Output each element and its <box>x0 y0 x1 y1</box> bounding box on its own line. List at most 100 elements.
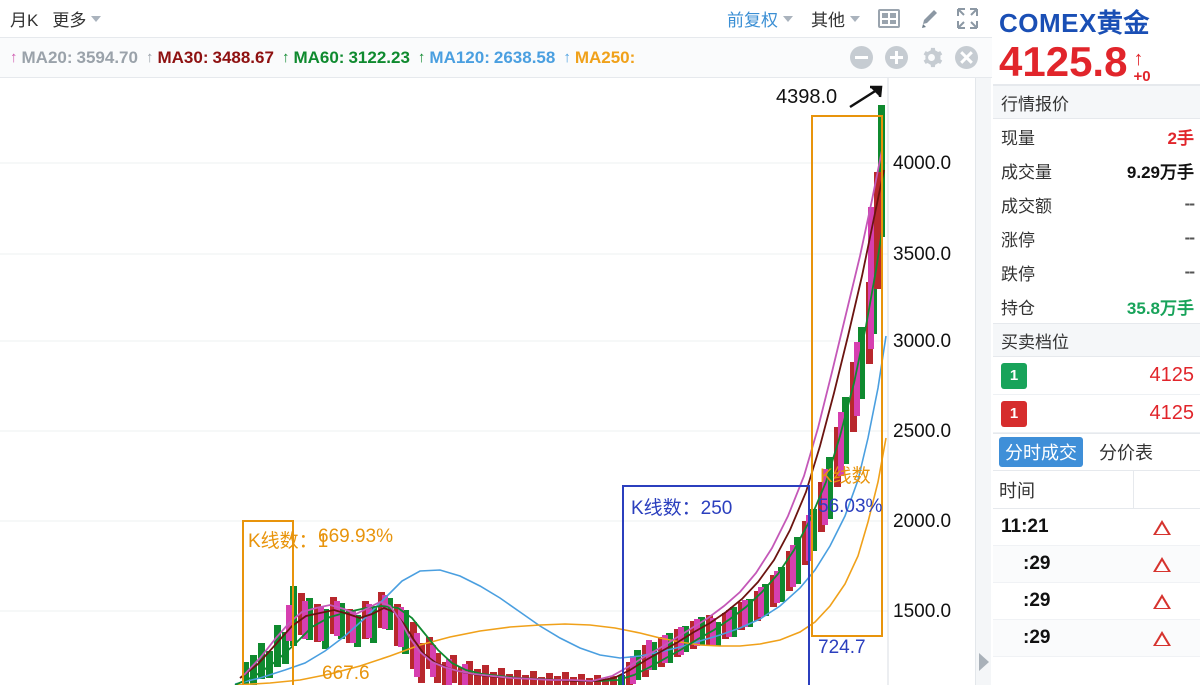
row-label: 涨停 <box>1001 230 1035 250</box>
tick-table-header: 时间 <box>993 471 1200 510</box>
tick-up-triangle-icon <box>1153 519 1171 535</box>
orange-range-box-1 <box>242 520 294 685</box>
ma20-value: 3594.70 <box>76 47 138 67</box>
ma60-value: 3122.23 <box>348 47 410 67</box>
y-tick-2500: 2500.0 <box>893 421 952 442</box>
tick-time: :29 <box>1023 590 1051 612</box>
tab-price-table[interactable]: 分价表 <box>1099 443 1153 464</box>
brush-icon[interactable] <box>918 8 939 29</box>
y-tick-3000: 3000.0 <box>893 331 952 352</box>
tick-row[interactable]: :29 <box>993 583 1200 621</box>
orange-box1-low-label: 667.6 <box>322 663 370 684</box>
orange-box1-count-label: K线数：1 <box>248 531 329 552</box>
tab-time-and-sales[interactable]: 分时成交 <box>999 437 1083 468</box>
adjust-label: 前复权 <box>727 11 778 30</box>
quote-row-limit-up: 涨停 -- <box>993 221 1200 255</box>
chart-right-strip[interactable] <box>975 78 991 685</box>
quote-row-current-volume: 现量 2手 <box>993 119 1200 153</box>
chevron-down-icon <box>850 15 860 22</box>
fullscreen-icon[interactable] <box>957 8 978 29</box>
symbol-name: COMEX黄金 <box>999 8 1150 38</box>
row-value: 9.29万手 <box>1126 162 1194 182</box>
blue-box-count-label: K线数：250 <box>631 498 733 519</box>
tick-up-triangle-icon <box>1153 593 1171 609</box>
adjust-menu[interactable]: 前复权 <box>727 6 793 31</box>
price-up-arrow-icon: ↑ <box>1133 48 1144 71</box>
collapse-panel-icon[interactable] <box>979 653 989 671</box>
blue-box-low-label: 724.7 <box>818 637 866 658</box>
bid-level-badge: 1 <box>1001 362 1027 389</box>
orange-range-box-2 <box>811 115 883 637</box>
ma250-line <box>234 437 887 685</box>
quote-row-turnover: 成交额 -- <box>993 187 1200 221</box>
tick-row[interactable]: :29 <box>993 620 1200 658</box>
orange-box2-count-label: K线数 <box>820 466 871 487</box>
y-tick-3500: 3500.0 <box>893 244 952 265</box>
tick-up-triangle-icon <box>1153 630 1171 646</box>
row-value: -- <box>1184 194 1195 214</box>
blue-box-percent-label: 56.03% <box>818 496 883 517</box>
y-tick-4000: 4000.0 <box>893 153 952 174</box>
ma20-label: MA20: <box>21 47 73 67</box>
tick-tabs: 分时成交 分价表 <box>993 433 1200 472</box>
tick-time: 11:21 <box>1001 516 1049 538</box>
grid-cell <box>882 13 888 18</box>
ma120-value: 2638.58 <box>493 47 556 67</box>
tick-time: :29 <box>1023 627 1051 649</box>
ma120-line <box>234 335 887 685</box>
row-value: -- <box>1184 262 1195 282</box>
order-book-row-bid[interactable]: 1 4125 <box>993 357 1200 396</box>
period-selector[interactable]: 月K <box>10 6 38 31</box>
tick-row[interactable]: :29 <box>993 546 1200 584</box>
tick-row[interactable]: 11:21 <box>993 509 1200 547</box>
chevron-down-icon <box>783 15 793 22</box>
last-price-row: 4125.8 ↑ +0 <box>999 38 1200 85</box>
other-label: 其他 <box>811 11 845 30</box>
chart-canvas <box>0 78 889 685</box>
row-value: 2手 <box>1167 128 1194 148</box>
quote-row-volume: 成交量 9.29万手 <box>993 153 1200 187</box>
grid-icon[interactable] <box>878 9 900 28</box>
close-circle-icon[interactable] <box>955 46 978 69</box>
last-price: 4125.8 <box>999 38 1128 85</box>
ma60-label: MA60: <box>293 47 345 67</box>
chevron-down-icon <box>91 15 102 22</box>
quote-row-limit-down: 跌停 -- <box>993 255 1200 289</box>
tick-up-triangle-icon <box>1153 556 1171 572</box>
row-value: 35.8万手 <box>1126 298 1194 318</box>
row-label: 现量 <box>1001 128 1035 148</box>
period-label: 月K <box>10 11 39 30</box>
chart-toolbar: 月K 更多 前复权 其他 <box>0 0 992 38</box>
ma-arrow-icon: ↑ <box>10 49 18 66</box>
peak-arrow-icon <box>849 85 883 109</box>
more-label: 更多 <box>52 11 87 30</box>
order-book-row-ask[interactable]: 1 4125 <box>993 395 1200 434</box>
chart-control-icons <box>850 46 992 69</box>
gridlines <box>0 162 888 612</box>
ma-arrow-icon: ↑ <box>417 49 426 66</box>
row-label: 成交额 <box>1001 196 1052 216</box>
toolbar-left-group: 月K 更多 <box>0 6 102 31</box>
peak-price-label: 4398.0 <box>776 86 838 108</box>
quote-side-panel: COMEX黄金 4125.8 ↑ +0 行情报价 现量 2手 成交量 9.29万… <box>993 0 1200 685</box>
grid-cell <box>882 19 888 24</box>
zoom-out-icon[interactable] <box>850 46 873 69</box>
quote-row-open-interest: 持仓 35.8万手 <box>993 289 1200 323</box>
quote-section-title: 行情报价 <box>993 85 1200 120</box>
toolbar-right-group: 前复权 其他 <box>727 6 992 31</box>
ma120-label: MA120: <box>429 47 490 67</box>
order-book-section-title: 买卖档位 <box>993 323 1200 358</box>
ask-price: 4125 <box>1149 402 1195 425</box>
y-tick-1500: 1500.0 <box>893 601 952 622</box>
other-menu[interactable]: 其他 <box>811 6 860 31</box>
tick-time: :29 <box>1023 553 1051 575</box>
row-label: 跌停 <box>1001 264 1035 284</box>
row-label: 成交量 <box>1001 162 1052 182</box>
zoom-in-icon[interactable] <box>885 46 908 69</box>
gear-icon[interactable] <box>920 46 943 69</box>
chart-pane: 月K 更多 前复权 其他 <box>0 0 992 685</box>
ma30-label: MA30: <box>157 47 209 67</box>
more-menu[interactable]: 更多 <box>52 6 102 31</box>
price-chart[interactable]: 4000.0 3500.0 3000.0 2500.0 2000.0 1500.… <box>0 78 992 685</box>
